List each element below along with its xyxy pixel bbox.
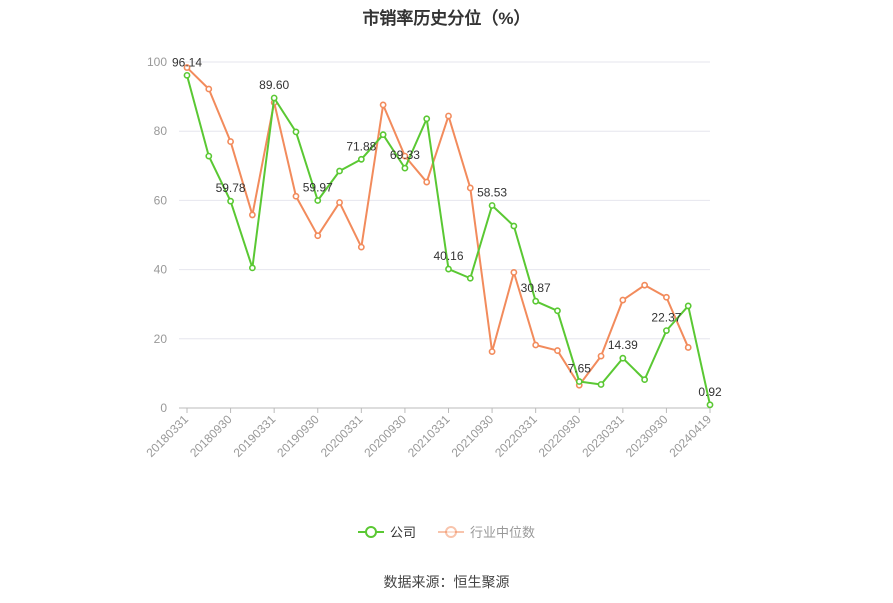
series-1-point-13 [466, 184, 474, 192]
series-1-point-9 [379, 101, 387, 109]
x-tick-label-3: 20190930 [274, 412, 322, 460]
legend-label-industry-median: 行业中位数 [470, 525, 536, 540]
x-tick-label-5: 20200930 [361, 412, 409, 460]
series-0-point-11 [423, 115, 431, 123]
legend-item-company[interactable]: 公司 [357, 522, 416, 541]
data-label-4: 89.60 [259, 78, 289, 92]
x-tick-label-8: 20220331 [492, 412, 540, 460]
y-tick-label-40: 40 [154, 263, 168, 277]
legend-label-company: 公司 [389, 525, 416, 540]
y-tick-label-0: 0 [160, 401, 167, 415]
series-1-point-14 [488, 348, 496, 356]
grid-lines [179, 61, 710, 340]
series-0-point-0 [183, 71, 191, 79]
x-tick-label-6: 20210331 [405, 412, 453, 460]
series-1-point-12 [445, 112, 452, 120]
data-label-10: 69.33 [390, 148, 420, 162]
series-0-point-7 [336, 167, 343, 175]
series-0-point-6 [314, 197, 322, 204]
series-0-point-4 [270, 94, 278, 102]
series-1-point-1 [205, 85, 213, 93]
series-0-point-13 [466, 274, 474, 282]
series-0-point-9 [379, 131, 387, 139]
x-tick-label-1: 20180930 [187, 412, 235, 460]
series-lines [183, 64, 714, 409]
legend-industry-icon [438, 525, 464, 538]
y-tick-label-80: 80 [154, 124, 168, 138]
x-tick-label-0: 20180331 [143, 412, 191, 460]
data-label-24: 0.92 [698, 385, 722, 399]
data-label-20: 14.39 [608, 338, 638, 352]
series-1-point-5 [292, 192, 300, 200]
series-1-point-6 [314, 232, 322, 240]
x-tick-label-11: 20230930 [623, 412, 671, 460]
series-1-point-22 [663, 293, 670, 301]
series-1-point-7 [336, 199, 343, 206]
series-0-point-15 [510, 222, 518, 230]
series-0-point-14 [488, 202, 496, 209]
data-label-16: 30.87 [521, 281, 551, 295]
data-label-2: 59.78 [216, 181, 246, 195]
series-1-point-11 [423, 178, 431, 186]
series-1-point-17 [554, 347, 561, 354]
series-1-point-19 [597, 352, 605, 360]
series-0-point-3 [248, 264, 256, 272]
x-tick-label-12: 20240419 [666, 412, 714, 460]
series-1-point-10 [401, 152, 409, 160]
series-0-point-18 [575, 378, 583, 385]
data-label-22: 22.37 [651, 311, 681, 325]
chart-title: 市销率历史分位（%） [362, 9, 531, 28]
series-line-0 [186, 75, 711, 406]
data-source: 数据来源：恒生聚源 [383, 574, 510, 590]
y-tick-label-60: 60 [154, 193, 168, 207]
series-0-point-20 [619, 354, 627, 362]
series-0-point-5 [292, 128, 300, 136]
series-1-point-16 [532, 341, 540, 349]
series-0-point-2 [227, 197, 234, 205]
legend-company-icon [357, 525, 384, 538]
legend: 公司 行业中位数 [0, 522, 893, 541]
legend-item-industry-median[interactable]: 行业中位数 [438, 522, 535, 541]
y-tick-label-100: 100 [147, 55, 167, 69]
data-label-12: 40.16 [433, 249, 463, 263]
x-tick-label-10: 20230331 [579, 412, 627, 460]
x-tick-label-4: 20200331 [318, 412, 366, 460]
series-1-point-0 [183, 64, 191, 71]
series-0-point-19 [597, 381, 605, 388]
data-labels: 96.14 59.78 89.60 59.97 71.88 69.33 40.16 58.53… [172, 55, 722, 398]
axes: 0 20 40 60 80 100 2018033120180930201903312019… [143, 55, 714, 460]
data-label-0: 96.14 [172, 55, 202, 69]
series-1-point-2 [227, 138, 234, 145]
series-1-point-20 [619, 296, 627, 304]
series-0-point-16 [532, 297, 540, 305]
series-1-point-3 [248, 211, 256, 219]
series-1-point-15 [510, 268, 518, 276]
x-tick-label-2: 20190331 [231, 412, 279, 460]
series-0-point-21 [641, 376, 649, 384]
data-label-8: 71.88 [346, 139, 376, 153]
series-0-point-1 [205, 152, 213, 160]
data-label-14: 58.53 [477, 185, 507, 199]
x-tick-label-7: 20210930 [449, 412, 497, 460]
series-1-point-8 [357, 243, 365, 251]
data-label-6: 59.97 [303, 181, 333, 195]
series-1-point-23 [684, 344, 692, 351]
series-0-point-17 [554, 307, 561, 315]
y-tick-label-20: 20 [154, 332, 168, 346]
data-label-18: 7.65 [568, 362, 592, 376]
series-0-point-8 [357, 155, 365, 163]
series-0-point-24 [706, 401, 714, 409]
series-0-point-23 [684, 302, 692, 310]
series-0-point-12 [445, 265, 452, 273]
series-0-point-22 [663, 327, 670, 334]
series-1-point-21 [641, 281, 649, 289]
series-0-point-10 [401, 164, 409, 172]
x-tick-label-9: 20220930 [536, 412, 584, 460]
